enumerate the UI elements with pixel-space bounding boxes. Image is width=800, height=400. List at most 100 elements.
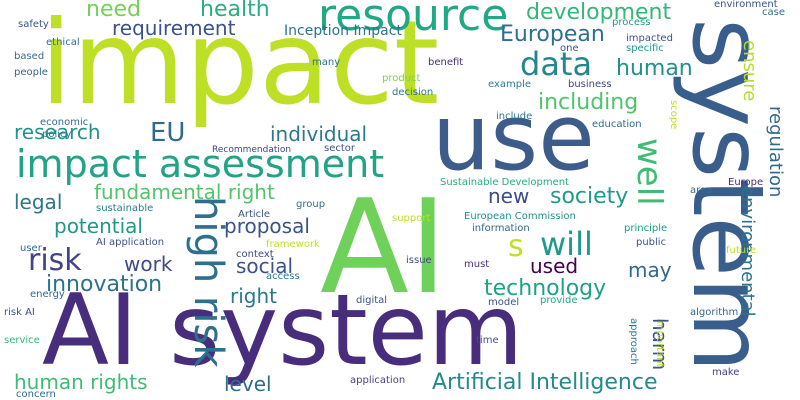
word-technology: technology (484, 276, 607, 301)
word-environment: environment (714, 0, 778, 10)
word-impacted: impacted (626, 33, 673, 44)
word-application: application (350, 375, 406, 386)
word-specific: specific (626, 43, 664, 54)
word-s: s (508, 229, 524, 264)
word-european: European (500, 22, 605, 47)
word-model: model (488, 297, 520, 308)
word-ethical: ethical (46, 37, 80, 48)
word-based: based (14, 51, 45, 62)
word-many: many (312, 57, 341, 68)
word-framework: framework (266, 239, 320, 250)
word-algorithm: algorithm (690, 307, 739, 318)
word-level: level (224, 372, 272, 396)
word-scope: scope (668, 100, 679, 130)
word-will: will (540, 225, 593, 263)
word-resource: resource (318, 0, 509, 41)
word-article: Article (238, 209, 271, 220)
word-sustainable-development: Sustainable Development (440, 177, 569, 188)
word-approach: approach (628, 318, 639, 365)
word-time: time (476, 335, 499, 346)
word-ai: AI (320, 171, 448, 323)
word-ensure: ensure (739, 40, 760, 102)
word-ai-application: AI application (96, 237, 165, 248)
word-proposal: proposal (224, 214, 310, 238)
word-one: one (560, 43, 579, 54)
word-service: service (4, 335, 40, 346)
word-high-risk: high risk (185, 196, 231, 368)
word-public: public (636, 237, 667, 248)
word-energy: energy (30, 289, 65, 300)
word-potential: potential (54, 214, 143, 238)
word-context: context (236, 249, 274, 260)
word-important: important (654, 318, 665, 368)
word-new: new (488, 184, 530, 208)
word-research: research (14, 120, 101, 144)
word-area: area (690, 185, 713, 196)
word-economic: economic (40, 117, 89, 128)
word-safety: safety (18, 19, 49, 30)
word-access: access (266, 271, 300, 282)
word-environmental: environmental (737, 186, 758, 317)
word-need: need (86, 0, 141, 22)
word-issue: issue (406, 255, 432, 266)
word-harm: harm (648, 318, 672, 371)
word-principle: principle (624, 223, 668, 234)
word-ai-system: AI system (42, 274, 524, 388)
word-benefit: benefit (428, 57, 464, 68)
word-innovation: innovation (46, 272, 163, 297)
word-product: product (382, 73, 421, 84)
word-impact-assessment: impact assessment (16, 142, 385, 186)
word-health: health (200, 0, 270, 22)
word-artificial-intelligence: Artificial Intelligence (432, 370, 658, 395)
word-people: people (14, 67, 48, 78)
word-sustainable: sustainable (96, 203, 154, 214)
word-concern: concern (16, 389, 56, 400)
word-impact: impact (40, 0, 440, 131)
word-data: data (520, 45, 593, 83)
word-include: include (496, 111, 533, 122)
word-requirement: requirement (112, 16, 236, 40)
word-digital: digital (356, 295, 388, 306)
word-example: example (488, 79, 532, 90)
word-user: user (20, 243, 42, 254)
word-recommendation: Recommendation (212, 145, 292, 155)
word-case: case (762, 7, 785, 18)
word-sector: sector (324, 143, 356, 154)
word-process: process (612, 17, 651, 28)
word-development: development (526, 0, 672, 25)
word-human-rights: human rights (14, 370, 148, 394)
word-education: education (592, 119, 642, 130)
word-regulation: regulation (765, 106, 786, 198)
word-risk: risk (28, 243, 82, 278)
word-support: support (392, 213, 431, 224)
word-work: work (124, 252, 173, 276)
word-well: well (629, 138, 669, 206)
word-may: may (628, 258, 672, 282)
word-social: social (236, 254, 294, 278)
word-society: society (550, 184, 629, 209)
word-policy: policy (42, 129, 72, 140)
word-risk-ai: risk AI (4, 307, 35, 318)
word-group: group (296, 199, 326, 210)
word-european-commission: European Commission (464, 211, 576, 222)
word-fundamental-right: fundamental right (94, 180, 275, 204)
word-system: system (670, 18, 784, 373)
word-europe: Europe (728, 177, 764, 188)
word-human: human (616, 56, 693, 81)
word-decision: decision (392, 87, 434, 98)
word-right: right (230, 284, 277, 308)
word-individual: individual (270, 122, 368, 146)
word-future: future (726, 245, 757, 256)
word-including: including (538, 90, 639, 115)
word-used: used (530, 254, 579, 278)
word-legal: legal (14, 190, 63, 214)
word-business: business (568, 79, 612, 90)
word-inception-impact: Inception Impact (284, 23, 402, 39)
word-provide: provide (540, 295, 578, 306)
word-use: use (432, 84, 595, 191)
word-must: must (464, 259, 490, 270)
word-eu: EU (150, 118, 186, 148)
word-information: information (472, 223, 530, 234)
word-make: make (712, 367, 740, 378)
